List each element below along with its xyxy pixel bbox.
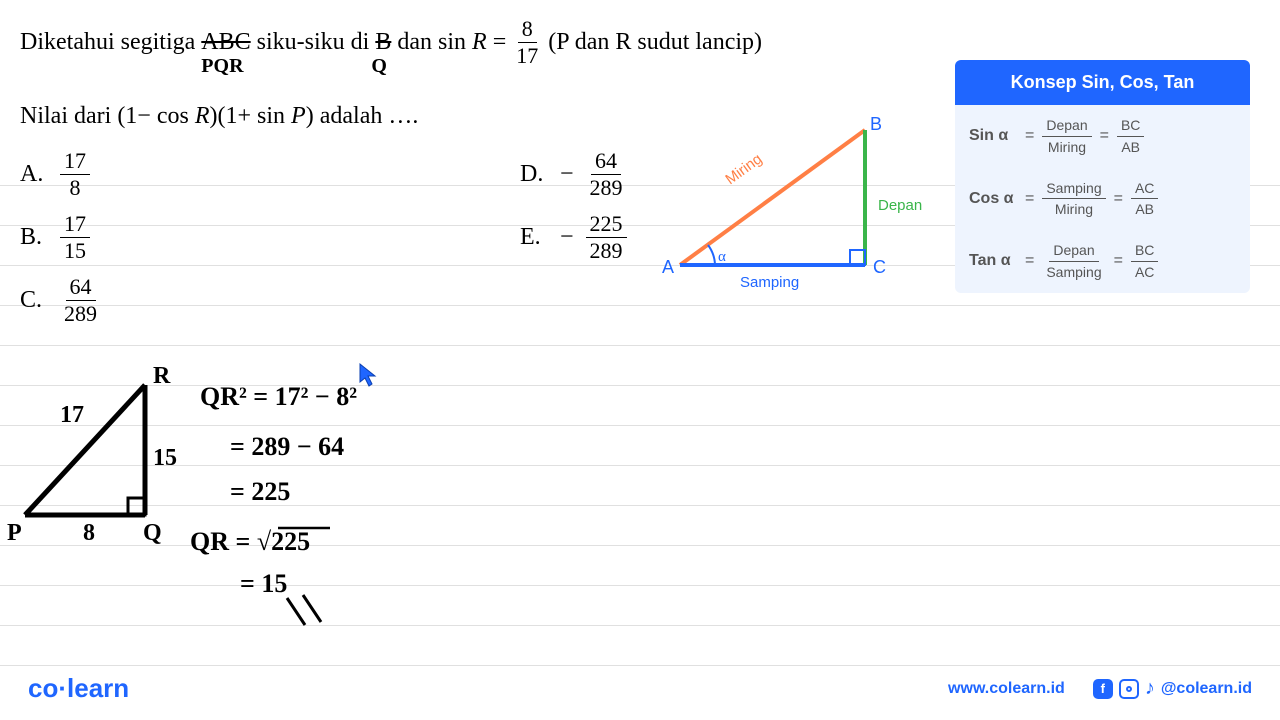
work-line2: = 289 − 64 — [230, 432, 344, 461]
text: sin — [438, 29, 466, 56]
work-15: 15 — [153, 445, 177, 471]
alpha-label: α — [718, 249, 726, 265]
concept-tan: Tan α = DepanSamping = BCAC — [955, 230, 1250, 293]
options-col2: D. − 64289 E. − 225289 — [520, 150, 627, 276]
work-line5: = 15 — [240, 569, 287, 598]
equals: = — [493, 29, 507, 56]
text: Diketahui segitiga — [20, 29, 195, 56]
triangle-diagram: α A B C Miring Depan Samping — [660, 105, 940, 305]
work-hyp — [25, 385, 145, 515]
work-line3: = 225 — [230, 477, 290, 506]
footer-url: www.colearn.id — [948, 680, 1065, 698]
concept-sin: Sin α = DepanMiring = BCAB — [955, 105, 1250, 168]
footer-right: www.colearn.id f ♪ @colearn.id — [948, 677, 1252, 700]
option-A: A. 178 — [20, 150, 101, 199]
vertex-B: B — [870, 114, 882, 134]
fraction-8-17: 8 17 — [512, 18, 542, 67]
tally2 — [303, 595, 321, 622]
instagram-icon — [1119, 679, 1139, 699]
handwriting-pqr: PQR — [201, 55, 243, 78]
work-line1: QR² = 17² − 8² — [200, 382, 357, 411]
concept-box: Konsep Sin, Cos, Tan Sin α = DepanMiring… — [955, 60, 1250, 293]
problem-statement: Diketahui segitiga ABC PQR siku-siku di … — [20, 18, 762, 130]
option-D: D. − 64289 — [520, 150, 627, 199]
work-R: R — [153, 363, 171, 389]
option-C: C. 64289 — [20, 276, 101, 325]
work-17: 17 — [60, 402, 84, 428]
label-samping: Samping — [740, 274, 799, 291]
struck-text: ABC — [201, 29, 250, 55]
concept-cos: Cos α = SampingMiring = ACAB — [955, 168, 1250, 231]
work-8: 8 — [83, 520, 95, 546]
text: dan — [397, 29, 432, 56]
social-handle: @colearn.id — [1161, 680, 1252, 698]
vertex-C: C — [873, 257, 886, 277]
option-E: E. − 225289 — [520, 213, 627, 262]
tiktok-icon: ♪ — [1145, 677, 1155, 700]
label-depan: Depan — [878, 197, 922, 214]
vertex-A: A — [662, 257, 674, 277]
hypotenuse — [680, 130, 865, 265]
label-miring: Miring — [722, 150, 765, 188]
struck-text: B — [375, 29, 391, 55]
text: Nilai dari — [20, 103, 111, 130]
work-P: P — [7, 520, 22, 546]
cursor-icon — [358, 362, 378, 388]
neg: − — [560, 161, 574, 188]
angle-arc — [708, 245, 715, 265]
facebook-icon: f — [1093, 679, 1113, 699]
work-right-angle — [128, 498, 145, 515]
option-B: B. 1715 — [20, 213, 101, 262]
concept-title: Konsep Sin, Cos, Tan — [955, 60, 1250, 105]
work-line4: QR = √225 — [190, 527, 310, 556]
options-col1: A. 178 B. 1715 C. 64289 — [20, 150, 101, 339]
work-Q: Q — [143, 520, 162, 546]
logo: co·learn — [28, 673, 129, 704]
right-angle — [850, 250, 865, 265]
tally1 — [287, 598, 305, 625]
var-R: R — [472, 29, 487, 56]
social-links: f ♪ @colearn.id — [1093, 677, 1252, 700]
handwriting-q: Q — [371, 55, 387, 78]
text: (P dan R sudut lancip) — [548, 29, 762, 56]
footer: co·learn www.colearn.id f ♪ @colearn.id — [28, 673, 1252, 704]
neg: − — [560, 224, 574, 251]
text: adalah …. — [320, 103, 419, 130]
worked-solution: R P Q 17 15 8 QR² = 17² − 8² = 289 − 64 … — [5, 360, 475, 630]
expression: (1− cos R)(1+ sin P) — [117, 103, 313, 130]
text: siku-siku di — [257, 29, 370, 56]
